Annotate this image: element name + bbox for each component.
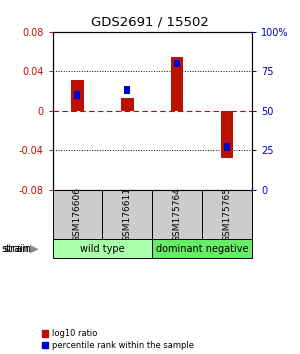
Text: GSM176611: GSM176611 xyxy=(123,187,132,242)
Text: wild type: wild type xyxy=(80,244,125,254)
Bar xyxy=(152,239,252,258)
Bar xyxy=(152,190,202,239)
Bar xyxy=(74,91,80,99)
Text: GSM176606: GSM176606 xyxy=(73,187,82,242)
Bar xyxy=(124,86,130,94)
Bar xyxy=(202,190,252,239)
Bar xyxy=(221,111,233,158)
Bar xyxy=(52,190,102,239)
Text: strain: strain xyxy=(3,244,31,254)
Bar xyxy=(224,143,230,151)
Text: dominant negative: dominant negative xyxy=(156,244,248,254)
Text: strain: strain xyxy=(2,244,29,254)
Bar xyxy=(52,239,152,258)
Text: ▶: ▶ xyxy=(30,244,38,254)
Text: GSM175765: GSM175765 xyxy=(223,187,232,242)
Text: GDS2691 / 15502: GDS2691 / 15502 xyxy=(91,16,209,29)
Bar xyxy=(174,59,180,67)
Legend: log10 ratio, percentile rank within the sample: log10 ratio, percentile rank within the … xyxy=(42,329,194,350)
Text: GSM175764: GSM175764 xyxy=(173,187,182,242)
Bar xyxy=(71,80,84,111)
Bar xyxy=(171,57,183,111)
Bar xyxy=(121,98,134,111)
Bar xyxy=(102,190,152,239)
